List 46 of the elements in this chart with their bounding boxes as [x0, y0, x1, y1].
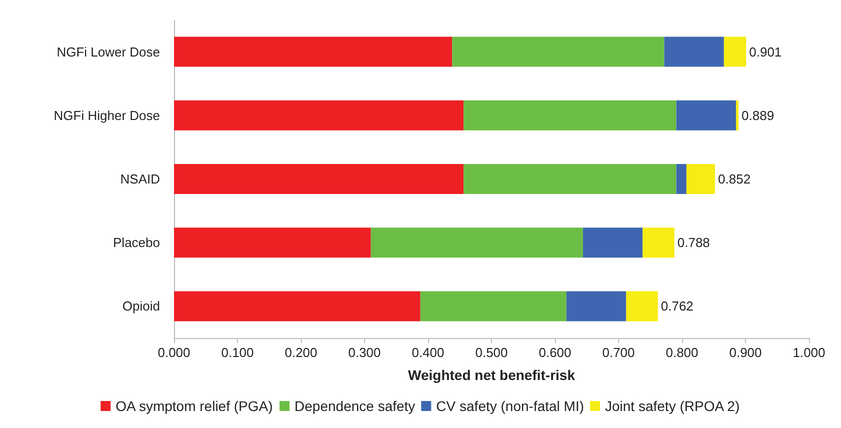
bar [174, 100, 464, 130]
x-tick-label: 0.300 [348, 345, 381, 360]
bar [582, 228, 643, 258]
total-label: 0.901 [749, 44, 782, 60]
legend-label: Dependence safety [294, 398, 416, 414]
total-label: 0.762 [660, 298, 694, 314]
bar [174, 164, 464, 194]
bar [724, 36, 746, 67]
y-tick-label: NGFi Lower Dose [56, 44, 160, 60]
bar [174, 228, 371, 258]
x-tick-label: 0.000 [158, 345, 190, 360]
x-tick-label: 0.900 [729, 345, 762, 360]
bar [420, 291, 566, 322]
bar [626, 291, 658, 322]
x-tick-label: 0.200 [284, 345, 318, 360]
bar [174, 36, 452, 67]
x-axis-title: Weighted net benefit-risk [408, 367, 576, 383]
x-tick-label: 0.700 [602, 345, 635, 360]
legend-label: OA symptom relief (PGA) [116, 398, 273, 414]
bar [174, 291, 420, 322]
bar [686, 164, 716, 194]
x-tick-label: 0.800 [666, 345, 698, 360]
bar [664, 36, 724, 67]
total-label: 0.788 [677, 235, 710, 250]
legend-label: CV safety (non-fatal MI) [436, 398, 584, 414]
legend-label: Joint safety (RPOA 2) [605, 398, 740, 414]
bar [676, 164, 686, 194]
total-label: 0.889 [742, 108, 774, 123]
bar [464, 164, 676, 194]
y-tick-label: NSAID [120, 172, 160, 186]
x-tick-label: 0.600 [538, 345, 572, 360]
bar [676, 100, 736, 130]
bar [464, 100, 676, 130]
total-label: 0.852 [718, 172, 751, 186]
x-tick-label: 0.500 [475, 345, 508, 360]
bar [566, 291, 626, 322]
y-tick-label: Placebo [113, 235, 160, 250]
y-tick-label: NGFi Higher Dose [54, 108, 160, 123]
x-tick-label: 0.400 [412, 345, 444, 360]
x-tick-label: 1.000 [792, 345, 826, 360]
bar [370, 228, 583, 258]
bar [642, 228, 674, 258]
bar [736, 100, 739, 130]
bar [452, 36, 664, 67]
y-tick-label: Opioid [122, 298, 160, 314]
x-tick-label: 0.100 [221, 345, 254, 360]
